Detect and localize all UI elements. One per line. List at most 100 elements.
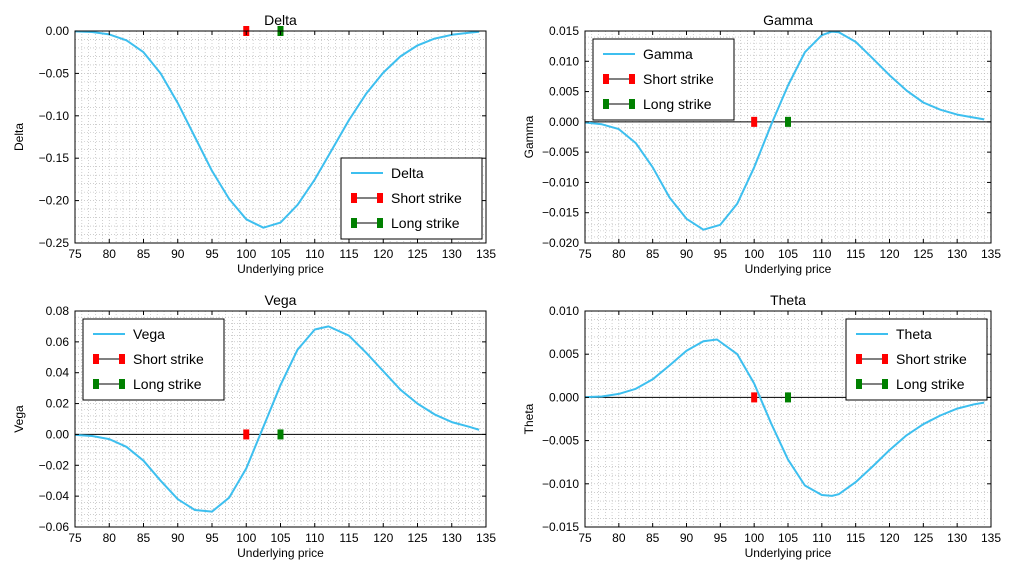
theta-x-tick-label: 105	[778, 531, 798, 545]
theta-y-tick-label: −0.005	[542, 434, 579, 448]
theta-x-tick-label: 135	[981, 531, 1001, 545]
theta-legend: Theta Short strike Long strike	[845, 318, 988, 401]
theta-x-axis-label: Underlying price	[745, 546, 832, 560]
vega-y-tick-label: 0.02	[46, 397, 70, 411]
gamma-legend-swatch-long-cap-left	[603, 99, 609, 109]
delta-x-tick-label: 105	[270, 247, 290, 261]
gamma-y-tick-label: −0.010	[542, 175, 579, 189]
vega-title: Vega	[265, 292, 297, 308]
gamma-legend-swatch-long-strike	[603, 99, 635, 109]
theta-legend-swatch-short-cap-left	[856, 354, 862, 364]
vega-series-line	[74, 325, 480, 513]
vega-legend-label: Short strike	[133, 351, 204, 367]
vega-y-tick-label: −0.06	[39, 520, 70, 534]
gamma-y-tick-label: −0.015	[542, 206, 579, 220]
theta-legend-label: Short strike	[896, 351, 967, 367]
vega-x-tick-label: 135	[476, 531, 496, 545]
gamma-legend-swatch-short-cap-right	[629, 74, 635, 84]
vega-x-tick-label: 100	[236, 531, 256, 545]
gamma-series-line	[584, 30, 985, 231]
vega-x-tick-label: 110	[305, 531, 324, 545]
delta-panel: 75 80 85 90 95 100 105 110 115 120 125 130 135 −0.25 −…	[12, 12, 496, 276]
delta-legend-label: Delta	[391, 165, 424, 181]
delta-x-tick-label: 115	[339, 247, 358, 261]
delta-x-tick-label: 120	[373, 247, 393, 261]
vega-y-axis-label: Vega	[12, 405, 26, 433]
gamma-x-tick-label: 75	[578, 247, 592, 261]
theta-x-tick-label: 120	[879, 531, 899, 545]
gamma-y-tick-label: −0.005	[542, 145, 579, 159]
theta-title: Theta	[770, 292, 806, 308]
delta-legend: Delta Short strike Long strike	[340, 157, 483, 240]
theta-panel: 75 80 85 90 95 100 105 110 115 120 125 130 135 −0.015…	[522, 292, 1001, 560]
theta-series-line	[584, 338, 985, 497]
gamma-x-tick-label: 130	[947, 247, 967, 261]
theta-x-tick-label: 100	[744, 531, 764, 545]
vega-legend-label: Long strike	[133, 376, 202, 392]
delta-legend-swatch-short-strike	[351, 193, 383, 203]
vega-x-tick-label: 80	[103, 531, 117, 545]
delta-legend-swatch-short-cap-right	[377, 193, 383, 203]
delta-x-tick-label: 95	[205, 247, 219, 261]
delta-legend-label: Short strike	[391, 190, 462, 206]
theta-x-tick-label: 110	[812, 531, 831, 545]
gamma-x-tick-label: 90	[680, 247, 694, 261]
gamma-legend-label: Short strike	[643, 71, 714, 87]
delta-series-line	[74, 30, 480, 229]
gamma-x-tick-label: 95	[714, 247, 728, 261]
delta-y-tick-label: −0.10	[39, 109, 70, 123]
vega-legend-swatch-short-cap-left	[93, 354, 99, 364]
theta-legend-label: Theta	[896, 326, 932, 342]
gamma-x-tick-label: 125	[913, 247, 933, 261]
vega-short-strike-marker	[243, 429, 250, 440]
gamma-legend: Gamma Short strike Long strike	[592, 38, 735, 121]
delta-y-tick-label: −0.20	[39, 194, 70, 208]
delta-y-axis-label: Delta	[12, 123, 26, 151]
theta-legend-swatch-short-cap-right	[882, 354, 888, 364]
vega-legend-swatch-short-cap-right	[119, 354, 125, 364]
theta-x-tick-label: 125	[913, 531, 933, 545]
delta-x-tick-label: 100	[236, 247, 256, 261]
theta-legend-label: Long strike	[896, 376, 965, 392]
theta-short-strike-marker	[751, 392, 758, 403]
gamma-y-tick-label: 0.005	[549, 85, 579, 99]
vega-y-tick-label: 0.06	[46, 335, 70, 349]
theta-x-tick-label: 115	[846, 531, 865, 545]
delta-y-tick-label: 0.00	[46, 24, 70, 38]
vega-long-strike-marker	[277, 429, 284, 440]
vega-legend-swatch-short-strike	[93, 354, 125, 364]
vega-y-tick-label: 0.08	[46, 304, 70, 318]
gamma-y-axis-label: Gamma	[522, 115, 536, 158]
delta-y-tick-label: −0.15	[39, 151, 70, 165]
delta-x-tick-label: 75	[68, 247, 82, 261]
gamma-x-tick-label: 105	[778, 247, 798, 261]
vega-x-tick-label: 105	[270, 531, 290, 545]
delta-x-tick-label: 135	[476, 247, 496, 261]
vega-legend-swatch-long-strike	[93, 379, 125, 389]
vega-x-tick-label: 75	[68, 531, 82, 545]
gamma-x-tick-label: 115	[846, 247, 865, 261]
gamma-grid	[584, 30, 992, 244]
gamma-x-tick-label: 120	[879, 247, 899, 261]
gamma-legend-label: Gamma	[643, 46, 693, 62]
vega-legend-swatch-long-cap-right	[119, 379, 125, 389]
vega-x-tick-label: 90	[171, 531, 185, 545]
gamma-x-tick-label: 85	[646, 247, 660, 261]
gamma-x-axis-label: Underlying price	[745, 262, 832, 276]
theta-x-tick-label: 80	[612, 531, 626, 545]
vega-x-tick-label: 85	[137, 531, 151, 545]
vega-x-axis-label: Underlying price	[237, 546, 324, 560]
theta-x-tick-label: 130	[947, 531, 967, 545]
vega-legend-label: Vega	[133, 326, 165, 342]
delta-x-tick-label: 85	[137, 247, 151, 261]
gamma-legend-swatch-short-cap-left	[603, 74, 609, 84]
gamma-panel: 75 80 85 90 95 100 105 110 115 120 125 130 135 −0.020…	[522, 12, 1001, 276]
vega-legend: Vega Short strike Long strike	[82, 318, 225, 401]
theta-legend-swatch-long-cap-right	[882, 379, 888, 389]
vega-grid	[74, 310, 487, 528]
vega-panel: 75 80 85 90 95 100 105 110 115 120 125 130 135 −0.06 −…	[12, 292, 496, 560]
vega-x-tick-label: 125	[407, 531, 427, 545]
theta-legend-swatch-long-cap-left	[856, 379, 862, 389]
